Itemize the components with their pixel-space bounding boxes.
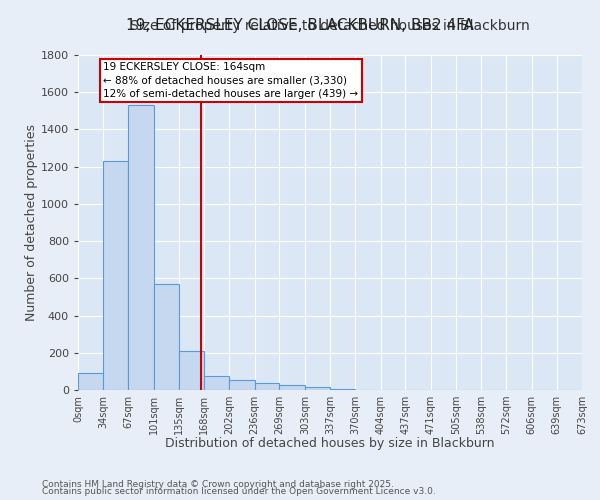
- Bar: [331, 389, 355, 390]
- Bar: [128, 106, 154, 390]
- Bar: [305, 387, 331, 390]
- X-axis label: Distribution of detached houses by size in Blackburn: Distribution of detached houses by size …: [165, 437, 495, 450]
- Bar: [154, 284, 179, 390]
- Text: 19 ECKERSLEY CLOSE: 164sqm
← 88% of detached houses are smaller (3,330)
12% of s: 19 ECKERSLEY CLOSE: 164sqm ← 88% of deta…: [103, 62, 359, 99]
- Text: Contains HM Land Registry data © Crown copyright and database right 2025.: Contains HM Land Registry data © Crown c…: [42, 480, 394, 489]
- Bar: [255, 384, 280, 390]
- Bar: [103, 161, 128, 390]
- Bar: [204, 376, 229, 390]
- Title: Size of property relative to detached houses in Blackburn: Size of property relative to detached ho…: [130, 19, 530, 33]
- Bar: [179, 351, 204, 390]
- Text: Contains public sector information licensed under the Open Government Licence v3: Contains public sector information licen…: [42, 488, 436, 496]
- Y-axis label: Number of detached properties: Number of detached properties: [25, 124, 38, 321]
- Bar: [229, 380, 255, 390]
- Text: 19, ECKERSLEY CLOSE, BLACKBURN, BB2 4FA: 19, ECKERSLEY CLOSE, BLACKBURN, BB2 4FA: [126, 18, 474, 32]
- Bar: [78, 373, 103, 390]
- Bar: [280, 386, 305, 390]
